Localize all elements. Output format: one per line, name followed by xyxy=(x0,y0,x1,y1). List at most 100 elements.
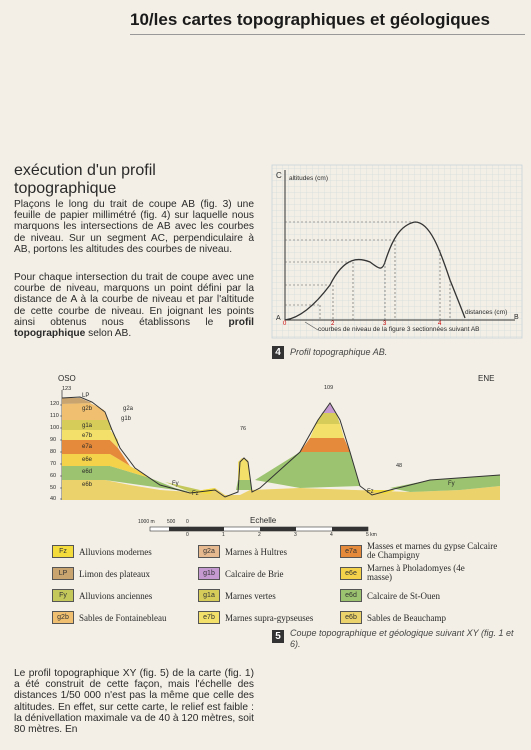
paragraph-3: Le profil topographique XY (fig. 5) de l… xyxy=(14,668,254,736)
fig5-label-e7a: e7a xyxy=(82,444,93,450)
chapter-title: les cartes topographiques et géologiques xyxy=(153,10,490,29)
fig5-peak-76: 76 xyxy=(240,426,247,432)
fig5-surface-line xyxy=(61,396,501,498)
legend-text: Marnes supra-gypseuses xyxy=(225,612,314,623)
fig5-label-lp: LP xyxy=(82,393,90,399)
fig4-tick-0: 0 xyxy=(283,321,287,327)
legend-text: Limon des plateaux xyxy=(79,568,150,579)
legend-swatch: e7a xyxy=(340,544,362,558)
legend-text: Marnes à Pholadomyes (4e masse) xyxy=(367,563,465,582)
fig5-right-hill-g1b xyxy=(322,404,336,413)
fig5-y-tick-90: 90 xyxy=(50,437,57,443)
paragraph-2: Pour chaque intersection du trait de cou… xyxy=(14,272,254,339)
fig5-scale-left-1000: 1000 m xyxy=(138,519,155,525)
fig5-mid-hill-e7b xyxy=(238,458,250,480)
fig4-note-pointer xyxy=(304,321,319,331)
fig4-y-axis-label: altitudes (cm) xyxy=(289,175,329,182)
legend-item-e6b: e6b Sables de Beauchamp xyxy=(340,611,446,624)
legend-text: Sables de Fontainebleau xyxy=(79,612,167,623)
fig5-scale-bar xyxy=(149,526,369,532)
fig4-label-a: A xyxy=(276,315,281,322)
legend-swatch: g2b xyxy=(52,611,74,624)
fig4-profile-curve xyxy=(284,221,466,321)
fig5-label-g2b: g2b xyxy=(82,406,93,412)
fig4-tick-2: 2 xyxy=(331,321,335,327)
fig5-y-tick-60: 60 xyxy=(50,473,57,479)
legend-item-e7b: e7b Marnes supra-gypseuses xyxy=(198,611,313,624)
fig5-y-tick-120: 120 xyxy=(50,401,60,407)
fig4-label-b: B xyxy=(514,314,519,321)
legend-swatch: e6e xyxy=(340,566,362,580)
section-title: exécution d'un profil topographique xyxy=(14,162,254,198)
legend-item-g1b: g1b Calcaire de Brie xyxy=(198,567,283,580)
fig5-scale-tick-0: 0 xyxy=(186,532,189,538)
fig5-mid-hill-e7a xyxy=(236,480,252,490)
fig5-right-label: ENE xyxy=(478,374,495,383)
legend-item-e7a: e7a Masses et marnes du gypse Calcaire de… xyxy=(340,542,507,560)
fig5-label-e6d: e6d xyxy=(82,469,93,475)
legend-swatch: Fz xyxy=(52,545,74,558)
legend-item-fy: Fy Alluvions anciennes xyxy=(52,589,152,602)
legend-swatch: g1b xyxy=(198,567,220,580)
fig5-label-e6e: e6e xyxy=(82,457,93,463)
fig5-layer-e6b xyxy=(62,480,500,500)
fig5-caption-text: Coupe topographique et géologique suivan… xyxy=(290,628,514,649)
fig5-scale-tick-1: 1 xyxy=(222,532,225,538)
fig4-number: 4 xyxy=(272,346,284,359)
fig5-scale-title: Echelle xyxy=(250,516,277,525)
legend-text: Marnes vertes xyxy=(225,590,276,601)
fig5-right-hill-g1a xyxy=(316,413,340,424)
legend-swatch: g1a xyxy=(198,589,220,602)
fig5-layer-e7a xyxy=(62,440,130,466)
legend-text: Calcaire de St-Ouen xyxy=(367,590,440,601)
fig4-tick-4: 4 xyxy=(438,321,442,327)
fig4-caption-text: Profil topographique AB. xyxy=(290,346,388,357)
legend-swatch: g2a xyxy=(198,545,220,558)
legend-item-g2a: g2a Marnes à Hultres xyxy=(198,545,287,558)
legend-text: Alluvions modernes xyxy=(79,546,152,557)
page-header: 10/les cartes topographiques et géologiq… xyxy=(130,10,525,35)
legend-swatch: e6d xyxy=(340,589,362,602)
fig5-right-hill-e6d xyxy=(255,452,360,488)
fig5-y-tick-40: 40 xyxy=(50,496,57,502)
fig5-scale-tick-2: 2 xyxy=(258,532,261,538)
paragraph-2-end: selon AB. xyxy=(85,328,132,340)
fig5-layer-e6e xyxy=(62,454,150,478)
fig5-peak-109: 109 xyxy=(324,385,334,391)
header-rule xyxy=(130,34,525,35)
paragraph-1: Plaçons le long du trait de coupe AB (fi… xyxy=(14,199,254,255)
fig5-right-hill-e7b xyxy=(310,424,344,438)
legend-swatch: e7b xyxy=(198,611,220,624)
fig5-label-e6b: e6b xyxy=(82,482,93,488)
fig4-caption: 4 Profil topographique AB. xyxy=(272,346,387,359)
fig5-right-hill-e7a xyxy=(300,438,350,452)
fig5-peak-48: 48 xyxy=(396,463,403,469)
fig5-scale-tick-3: 3 xyxy=(294,532,297,538)
fig5-label-g1a: g1a xyxy=(82,423,93,429)
fig5-right-plain-e6d xyxy=(390,475,500,492)
legend-swatch: LP xyxy=(52,567,74,580)
fig5-label-fz-right: Fz xyxy=(367,489,374,495)
fig5-y-tick-80: 80 xyxy=(50,449,57,455)
fig5-left-label: OSO xyxy=(58,374,76,383)
legend-text: Marnes à Hultres xyxy=(225,546,287,557)
legend-text: Masses et marnes du gypse Calcaire de Ch… xyxy=(367,541,498,560)
fig4-tick-3: 3 xyxy=(383,321,387,327)
fig5-scale-tick-4: 4 xyxy=(330,532,333,538)
paragraph-2-bold: profil topographique xyxy=(14,316,254,340)
legend-item-g1a: g1a Marnes vertes xyxy=(198,589,276,602)
fig5-label-g1b: g1b xyxy=(121,416,132,422)
legend-swatch: Fy xyxy=(52,589,74,602)
legend-text: Calcaire de Brie xyxy=(225,568,284,579)
section-title-line2: topographique xyxy=(14,180,117,197)
fig5-label-e7b: e7b xyxy=(82,433,93,439)
fig5-caption: 5 Coupe topographique et géologique suiva… xyxy=(272,628,522,650)
fig5-number: 5 xyxy=(272,630,284,643)
fig5-label-fy-right: Fy xyxy=(448,481,455,487)
legend-item-fz: Fz Alluvions modernes xyxy=(52,545,152,558)
fig5-y-tick-110: 110 xyxy=(50,413,59,419)
legend-text: Sables de Beauchamp xyxy=(367,612,446,623)
legend-item-lp: LP Limon des plateaux xyxy=(52,567,150,580)
fig5-legend: Fz Alluvions modernes g2a Marnes à Hultres… xyxy=(52,542,522,625)
legend-item-g2b: g2b Sables de Fontainebleau xyxy=(52,611,166,624)
